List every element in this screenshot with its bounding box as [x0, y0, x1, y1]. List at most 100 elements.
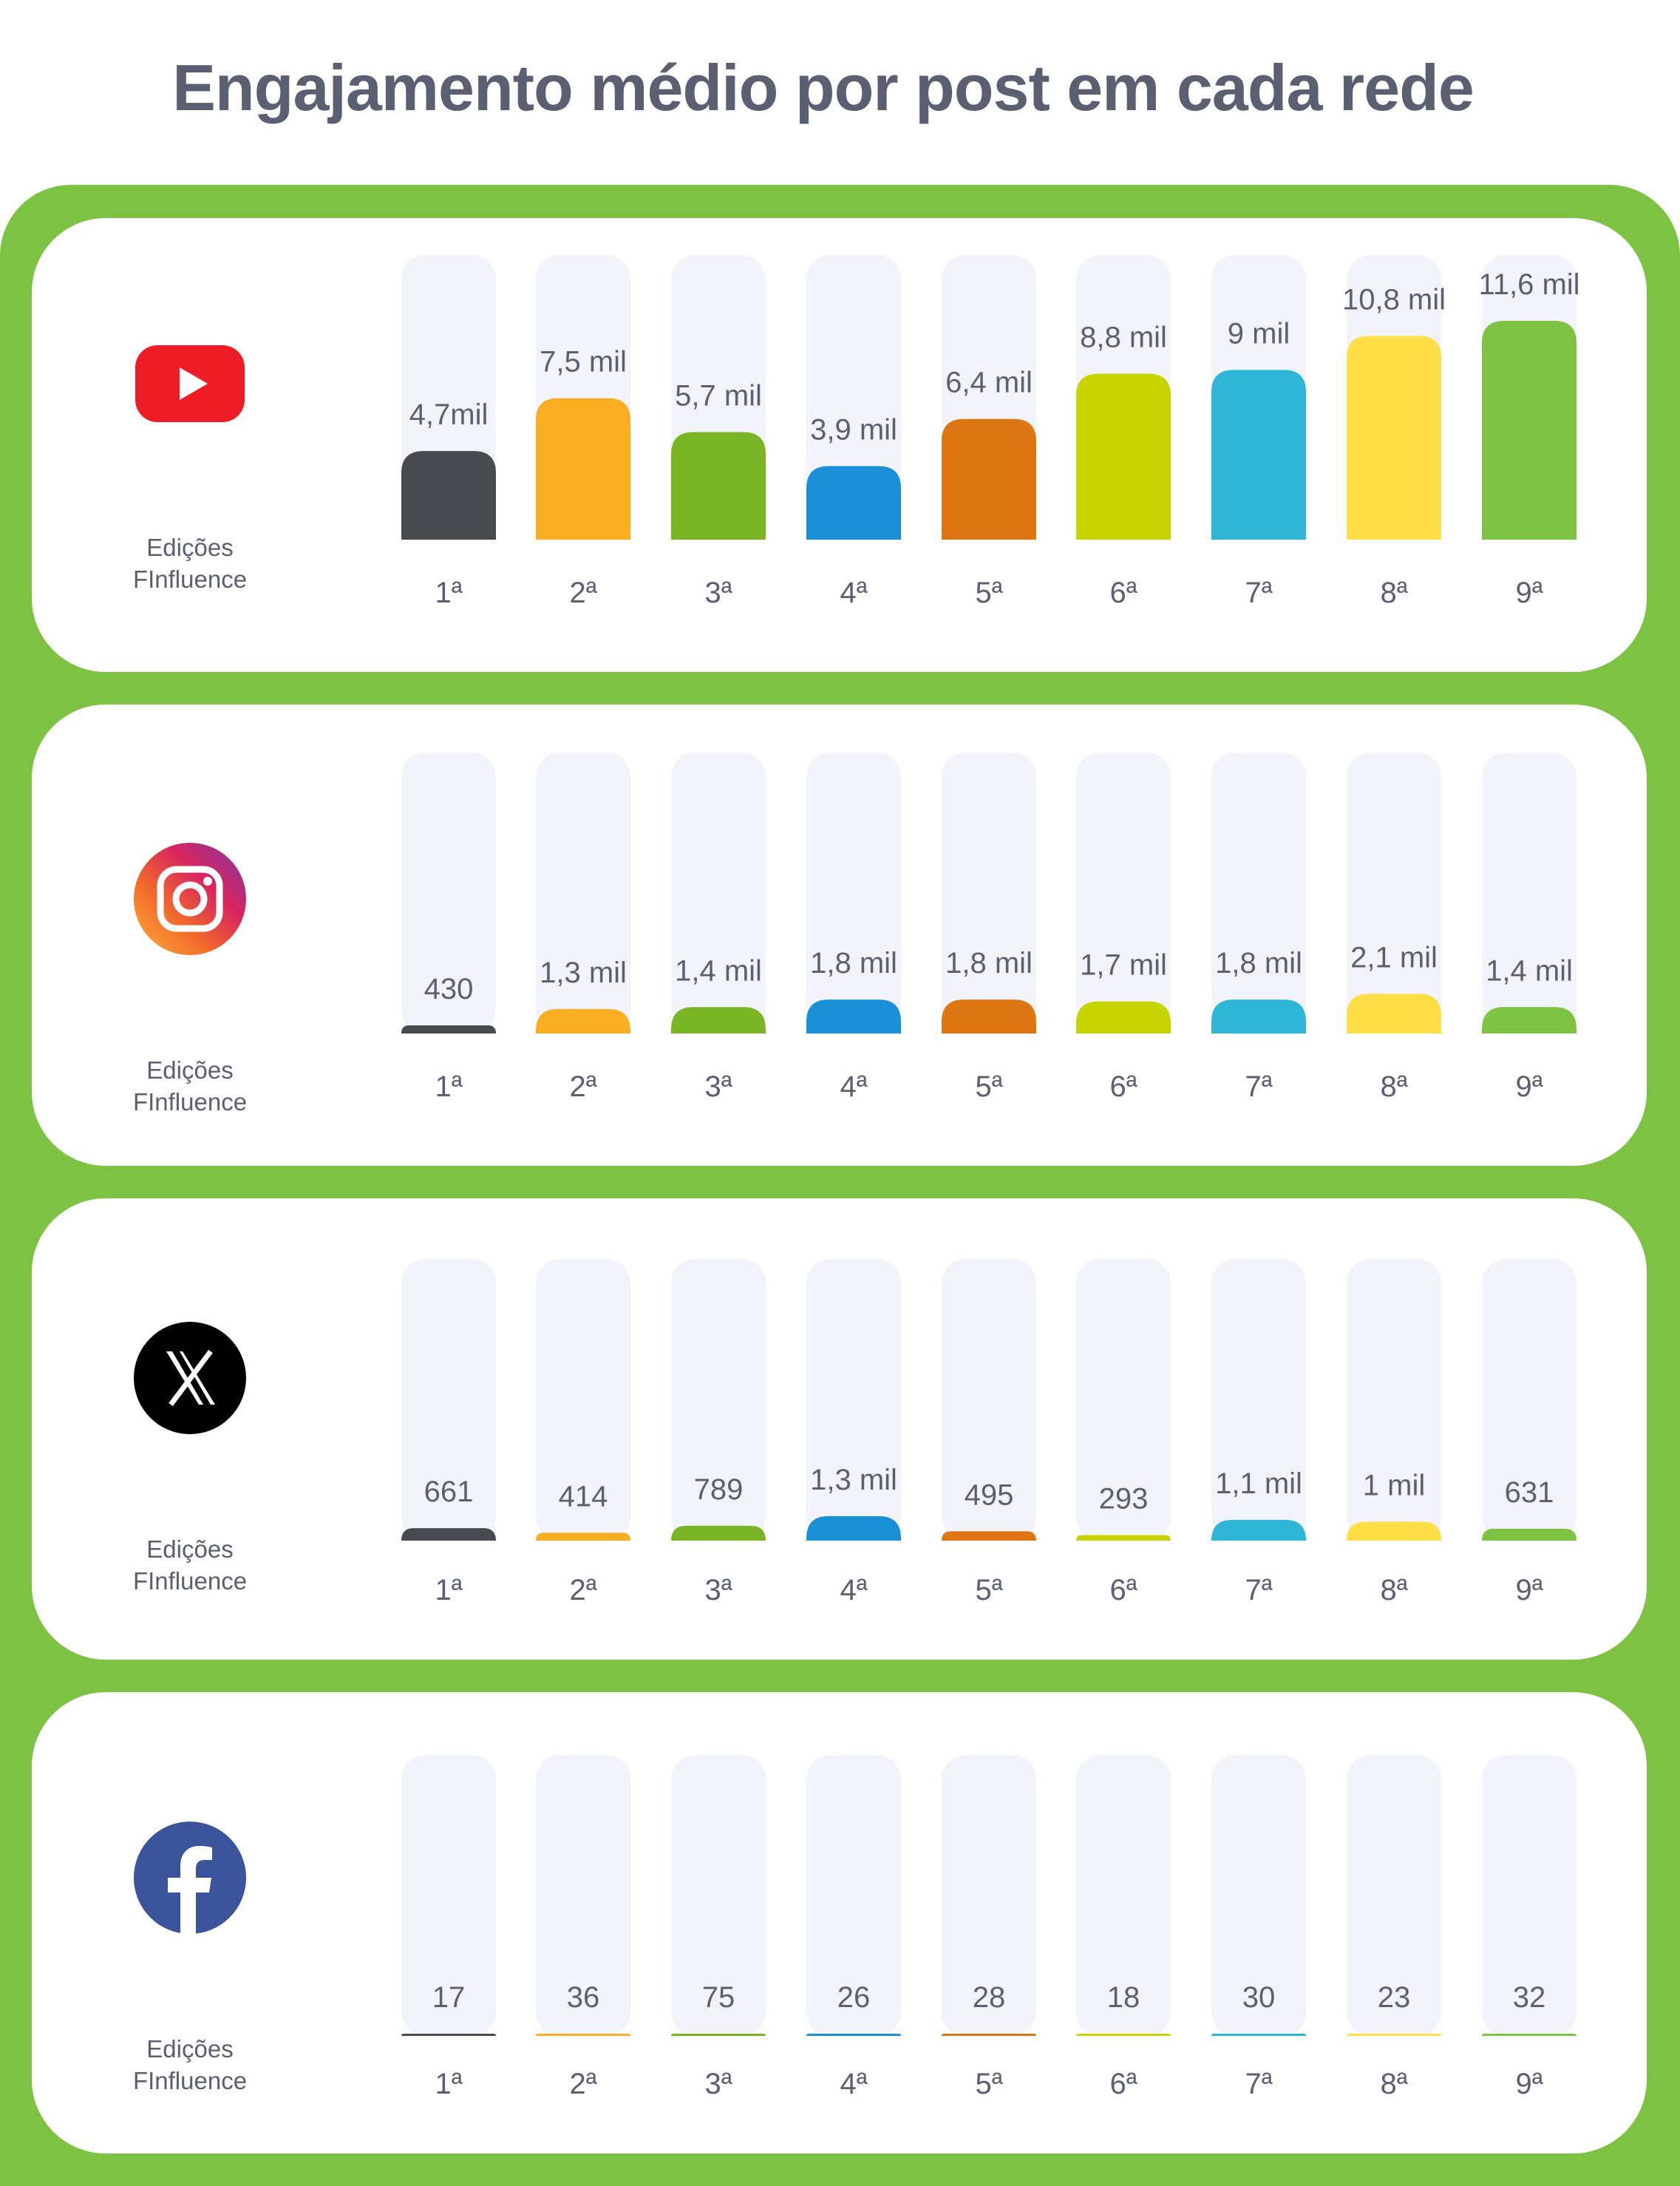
bar-track: [1076, 1755, 1171, 2036]
category-label: 7ª: [1245, 1070, 1272, 1103]
panel-youtube: Edições FInfluence 4,7mil 1ª 7,5 mil 2ª 5,7 …: [32, 218, 1647, 672]
category-label: 6ª: [1109, 2068, 1137, 2100]
bar-column: 26 4ª: [806, 1755, 901, 2100]
bar-column: 23 8ª: [1347, 1755, 1441, 2100]
bar-column: 495 5ª: [942, 1259, 1036, 1606]
data-label: 1 mil: [1363, 1469, 1425, 1501]
bar-column: 9 mil 7ª: [1211, 255, 1306, 609]
bar-track: [671, 753, 766, 1033]
data-label: 1,7 mil: [1080, 949, 1167, 982]
bar-column: 430 1ª: [401, 753, 496, 1103]
editions-label: Edições FInfluence: [132, 2035, 248, 2094]
data-label: 430: [424, 973, 474, 1005]
bar: [401, 451, 496, 540]
bar: [401, 2034, 496, 2036]
category-label: 4ª: [840, 2068, 867, 2100]
data-label: 30: [1242, 1981, 1276, 2014]
data-label: 2,1 mil: [1350, 941, 1438, 974]
bar-track: [942, 753, 1036, 1033]
bar-column: 4,7mil 1ª: [401, 255, 496, 609]
data-label: 8,8 mil: [1080, 321, 1167, 353]
data-label: 5,7 mil: [675, 380, 762, 413]
bar-track: [1211, 1259, 1306, 1541]
bar-track: [1076, 1259, 1171, 1541]
category-label: 1ª: [435, 1574, 462, 1606]
bar-track: [536, 753, 630, 1033]
data-label: 26: [837, 1981, 871, 2014]
data-label: 495: [965, 1479, 1014, 1511]
data-label: 28: [973, 1981, 1006, 2014]
bar-column: 17 1ª: [401, 1755, 496, 2100]
chart-title: Engajamento médio por post em cada rede: [172, 51, 1475, 124]
bar-column: 7,5 mil 2ª: [536, 255, 630, 609]
bar-column: 1,3 mil 4ª: [806, 1259, 901, 1606]
bar-track: [806, 1755, 901, 2036]
category-label: 1ª: [435, 577, 462, 609]
data-label: 23: [1378, 1981, 1411, 2014]
bar: [1482, 1007, 1577, 1033]
bar-column: 2,1 mil 8ª: [1347, 753, 1441, 1103]
category-label: 9ª: [1515, 2068, 1543, 2100]
chart-x: 661 1ª 414 2ª 789 3ª 1,3 mil 4ª 495 5ª 293 6ª 1,1 mi…: [401, 1259, 1577, 1606]
bar-track: [1076, 753, 1171, 1033]
youtube-icon: [134, 327, 246, 440]
bar-column: 1,8 mil 7ª: [1211, 753, 1306, 1103]
editions-label: Edições FInfluence: [132, 1056, 248, 1116]
bar: [806, 2034, 901, 2036]
bar: [1347, 2034, 1441, 2036]
bar-column: 36 2ª: [536, 1755, 630, 2100]
bar: [401, 1528, 496, 1541]
bar: [942, 999, 1036, 1033]
bar-track: [1347, 1755, 1441, 2036]
data-label: 661: [424, 1476, 474, 1508]
bar-column: 8,8 mil 6ª: [1076, 255, 1171, 609]
bar: [671, 432, 766, 540]
bar-track: [671, 1755, 766, 2036]
category-label: 2ª: [569, 577, 596, 609]
bar-track: [1211, 1755, 1306, 2036]
bar: [671, 2034, 766, 2036]
bar: [1076, 373, 1171, 540]
editions-label: Edições FInfluence: [132, 534, 248, 593]
data-label: 1,8 mil: [1215, 947, 1302, 980]
data-label: 11,6 mil: [1478, 268, 1579, 301]
bar: [942, 418, 1036, 540]
bar-column: 1,4 mil 3ª: [671, 753, 766, 1103]
bar: [1211, 1519, 1306, 1541]
bar-track: [942, 1259, 1036, 1541]
data-label: 1,4 mil: [1486, 954, 1573, 987]
bar-column: 293 6ª: [1076, 1259, 1171, 1606]
category-label: 2ª: [569, 1070, 596, 1103]
bar-column: 1,8 mil 4ª: [806, 753, 901, 1103]
data-label: 4,7mil: [409, 398, 489, 431]
x-icon: [134, 1322, 246, 1434]
bar-column: 1,3 mil 2ª: [536, 753, 630, 1103]
bar-track: [401, 1259, 496, 1541]
bar-column: 75 3ª: [671, 1755, 766, 2100]
bar-track: [671, 1259, 766, 1541]
panel-x: Edições FInfluence 661 1ª 414 2ª 789 3ª 1,3 mi…: [32, 1198, 1647, 1660]
category-label: 1ª: [435, 2068, 462, 2100]
category-label: 6ª: [1109, 577, 1137, 609]
bar: [1076, 1001, 1171, 1033]
bar: [1211, 370, 1306, 540]
category-label: 7ª: [1245, 577, 1272, 609]
bar: [942, 2034, 1036, 2036]
panel-facebook: Edições FInfluence 17 1ª 36 2ª 75 3ª 26 4ª 28 5ª 1…: [32, 1692, 1647, 2153]
bar-track: [536, 1755, 630, 2036]
bar-track: [1482, 1259, 1577, 1541]
category-label: 9ª: [1515, 1070, 1543, 1103]
bar: [536, 398, 630, 540]
editions-label: Edições FInfluence: [132, 1535, 248, 1595]
bar: [806, 466, 901, 540]
bar-column: 5,7 mil 3ª: [671, 255, 766, 609]
category-label: 7ª: [1245, 1574, 1272, 1606]
bar: [1347, 336, 1441, 540]
data-label: 36: [567, 1981, 600, 2014]
instagram-icon: [134, 843, 246, 955]
category-label: 5ª: [975, 1574, 1002, 1606]
data-label: 6,4 mil: [945, 367, 1033, 399]
chart-youtube: 4,7mil 1ª 7,5 mil 2ª 5,7 mil 3ª 3,9 mil 4ª 6,4 m…: [401, 255, 1580, 609]
data-label: 1,1 mil: [1215, 1467, 1302, 1500]
bar: [1211, 999, 1306, 1033]
